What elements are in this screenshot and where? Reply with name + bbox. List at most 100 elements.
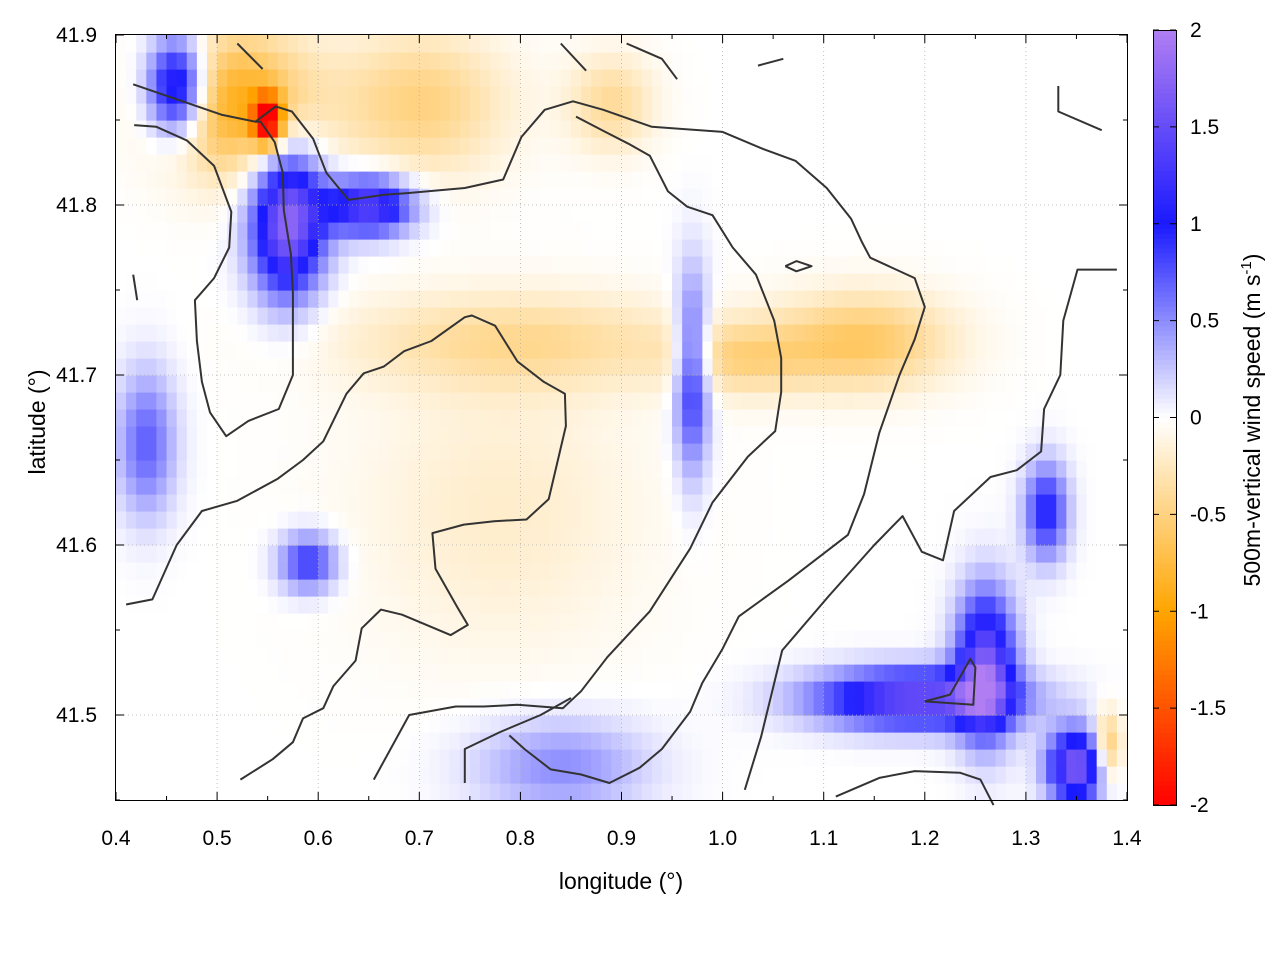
heatmap-cell: [894, 341, 906, 359]
heatmap-cell: [186, 579, 198, 597]
heatmap-cell: [166, 273, 178, 291]
heatmap-cell: [1056, 137, 1067, 155]
heatmap-cell: [348, 392, 360, 410]
heatmap-cell: [965, 749, 976, 767]
heatmap-cell: [247, 528, 259, 546]
heatmap-cell: [611, 171, 623, 189]
heatmap-cell: [126, 579, 137, 597]
heatmap-cell: [631, 698, 643, 716]
heatmap-cell: [803, 460, 815, 478]
heatmap-cell: [631, 392, 643, 410]
heatmap-cell: [439, 205, 451, 223]
heatmap-cell: [116, 681, 127, 699]
heatmap-cell: [297, 222, 309, 240]
heatmap-cell: [682, 290, 693, 308]
heatmap-cell: [469, 630, 481, 648]
heatmap-cell: [439, 324, 451, 342]
heatmap-cell: [237, 239, 249, 257]
heatmap-cell: [399, 596, 410, 614]
heatmap-cell: [1096, 528, 1108, 546]
heatmap-cell: [904, 477, 916, 495]
heatmap-cell: [651, 647, 663, 665]
heatmap-cell: [439, 341, 451, 359]
heatmap-cell: [318, 613, 329, 631]
heatmap-cell: [995, 426, 1007, 444]
heatmap-cell: [843, 477, 855, 495]
heatmap-cell: [843, 324, 855, 342]
heatmap-cell: [672, 86, 683, 104]
heatmap-cell: [1116, 307, 1128, 325]
heatmap-cell: [955, 783, 966, 801]
heatmap-cell: [399, 103, 410, 121]
heatmap-cell: [813, 494, 825, 512]
heatmap-cell: [763, 443, 774, 461]
contour-line: [626, 42, 678, 80]
heatmap-cell: [1015, 154, 1027, 172]
heatmap-cell: [581, 545, 592, 563]
heatmap-cell: [621, 171, 633, 189]
heatmap-cell: [601, 477, 612, 495]
heatmap-cell: [116, 188, 127, 206]
heatmap-cell: [631, 647, 643, 665]
heatmap-cell: [206, 647, 218, 665]
heatmap-cell: [581, 511, 592, 529]
heatmap-cell: [1076, 35, 1088, 53]
heatmap-cell: [651, 52, 663, 70]
heatmap-cell: [287, 528, 299, 546]
heatmap-cell: [965, 460, 976, 478]
heatmap-cell: [358, 392, 370, 410]
heatmap-cell: [247, 545, 259, 563]
heatmap-cell: [146, 460, 158, 478]
heatmap-cell: [186, 426, 198, 444]
heatmap-cell: [348, 647, 360, 665]
heatmap-cell: [318, 630, 329, 648]
heatmap-cell: [682, 749, 693, 767]
heatmap-cell: [1046, 341, 1057, 359]
heatmap-cell: [257, 630, 269, 648]
heatmap-cell: [166, 256, 178, 274]
heatmap-cell: [874, 205, 885, 223]
heatmap-cell: [823, 392, 835, 410]
heatmap-cell: [186, 120, 198, 138]
heatmap-cell: [904, 307, 916, 325]
heatmap-cell: [308, 698, 319, 716]
heatmap-cell: [520, 171, 532, 189]
heatmap-cell: [206, 698, 218, 716]
heatmap-cell: [975, 273, 987, 291]
heatmap-cell: [904, 443, 916, 461]
y-tick-label: 41.7: [56, 364, 97, 387]
heatmap-cell: [308, 222, 319, 240]
heatmap-cell: [227, 69, 238, 87]
heatmap-cell: [267, 766, 279, 784]
heatmap-cell: [399, 664, 410, 682]
heatmap-cell: [540, 52, 552, 70]
heatmap-cell: [510, 358, 521, 376]
x-tick-label: 0.6: [304, 827, 333, 850]
heatmap-cell: [914, 188, 926, 206]
heatmap-cell: [186, 613, 198, 631]
heatmap-cell: [803, 749, 815, 767]
heatmap-cell: [459, 120, 471, 138]
heatmap-cell: [267, 783, 279, 801]
heatmap-cell: [985, 409, 997, 427]
heatmap-cell: [540, 749, 552, 767]
heatmap-cell: [1106, 630, 1118, 648]
colorbar-segment: [1153, 446, 1176, 453]
heatmap-cell: [591, 528, 602, 546]
heatmap-cell: [712, 783, 724, 801]
heatmap-cell: [702, 86, 714, 104]
heatmap-cell: [338, 766, 350, 784]
heatmap-cell: [884, 171, 896, 189]
heatmap-cell: [823, 766, 835, 784]
heatmap-cell: [399, 579, 410, 597]
heatmap-cell: [146, 324, 158, 342]
heatmap-cell: [651, 324, 663, 342]
heatmap-cell: [338, 460, 350, 478]
heatmap-cell: [196, 69, 208, 87]
heatmap-cell: [742, 715, 754, 733]
heatmap-cell: [338, 154, 350, 172]
heatmap-cell: [884, 205, 896, 223]
heatmap-cell: [328, 205, 340, 223]
heatmap-cell: [540, 137, 552, 155]
heatmap-cell: [368, 766, 380, 784]
